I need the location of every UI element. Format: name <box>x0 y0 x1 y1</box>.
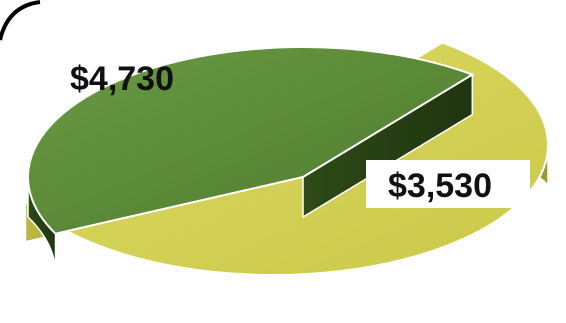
slice-top-1 <box>27 46 475 235</box>
slices-layer <box>23 41 549 276</box>
slice-label-text-1: $3,530 <box>388 167 492 205</box>
slice-label-1: $3,530 <box>366 160 530 208</box>
slice-label-box-1 <box>366 160 530 208</box>
slice-label-text-0: $4,730 <box>70 60 174 98</box>
slice-label-0: $4,730 <box>70 60 174 98</box>
frame-edge <box>0 0 41 41</box>
slice-1 <box>27 46 475 274</box>
